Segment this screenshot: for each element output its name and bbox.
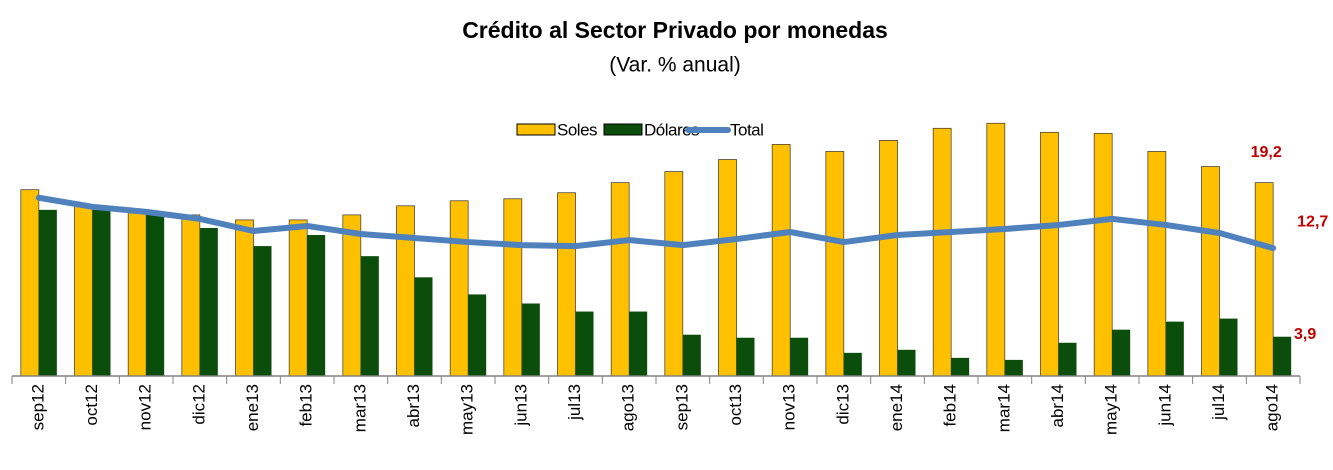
bar — [20, 189, 40, 377]
bar — [1273, 336, 1292, 376]
bar — [468, 294, 487, 376]
x-tick-label: ene14 — [887, 384, 906, 431]
bar — [557, 192, 576, 377]
bar — [610, 182, 630, 377]
bar — [181, 214, 201, 377]
bar — [843, 352, 862, 376]
x-tick-label: nov12 — [136, 384, 155, 430]
bar — [575, 311, 594, 376]
bar — [879, 140, 898, 377]
bar — [1147, 151, 1167, 377]
bar — [629, 311, 648, 376]
bar — [932, 127, 952, 377]
x-tick-label: feb13 — [297, 384, 316, 427]
bar — [146, 214, 165, 376]
x-tick-label: ago13 — [619, 384, 638, 431]
bar — [1093, 132, 1113, 377]
bar — [664, 171, 684, 377]
x-tick-label: may14 — [1102, 384, 1121, 435]
x-tick-label: sep13 — [672, 384, 691, 430]
bar — [897, 349, 916, 376]
chart-subtitle: (Var. % anual) — [609, 54, 741, 77]
bar — [1058, 342, 1077, 376]
bar — [1112, 329, 1131, 376]
x-tick-label: mar14 — [994, 384, 1013, 432]
data-label: 12,7 — [1297, 213, 1328, 230]
x-tick-label: may13 — [458, 384, 477, 435]
bar — [414, 277, 433, 376]
x-tick-label: ene13 — [243, 384, 262, 431]
bar — [253, 246, 272, 376]
data-label: 19,2 — [1251, 144, 1282, 161]
legend-swatch — [603, 123, 643, 136]
bar — [127, 209, 147, 377]
data-label: 3,9 — [1294, 326, 1316, 343]
x-tick-label: jul13 — [565, 384, 584, 421]
x-tick-label: ago14 — [1263, 384, 1282, 431]
bar — [682, 334, 701, 376]
bar — [307, 235, 326, 376]
bar — [38, 209, 57, 376]
chart-title: Crédito al Sector Privado por monedas — [462, 17, 888, 43]
x-tick-label: oct12 — [82, 384, 101, 426]
bar — [951, 357, 970, 376]
x-tick-label: jul14 — [1209, 384, 1228, 421]
legend-label: Dólares — [644, 120, 699, 139]
bar — [521, 303, 540, 376]
x-tick-label: jun13 — [511, 384, 530, 427]
bar — [1201, 166, 1220, 377]
bar — [74, 204, 93, 377]
x-tick-label: feb14 — [941, 384, 960, 427]
legend-label: Soles — [557, 120, 597, 139]
x-tick-label: sep12 — [28, 384, 47, 430]
bar — [790, 337, 809, 376]
bar — [1004, 359, 1023, 376]
bar — [825, 151, 845, 377]
x-tick-label: abr13 — [404, 384, 423, 427]
x-tick-label: oct13 — [726, 384, 745, 426]
bar — [235, 219, 254, 377]
bar — [199, 227, 218, 376]
bar — [92, 209, 111, 376]
bar — [288, 219, 308, 377]
bar — [342, 214, 362, 377]
bar — [1040, 131, 1059, 377]
x-tick-label: dic12 — [189, 384, 208, 425]
x-tick-label: mar13 — [350, 384, 369, 432]
bar — [1219, 318, 1238, 376]
bar — [771, 144, 791, 377]
bar — [449, 200, 469, 377]
x-tick-label: dic13 — [833, 384, 852, 425]
x-tick-label: abr14 — [1048, 384, 1067, 427]
bar — [360, 256, 379, 376]
legend-swatch — [516, 123, 556, 136]
bar — [503, 198, 523, 377]
bar — [1254, 182, 1274, 377]
bar — [986, 122, 1006, 377]
legend-label: Total — [730, 120, 763, 139]
bar — [396, 205, 415, 377]
bar — [736, 337, 755, 376]
bar — [718, 159, 737, 377]
bar — [1165, 321, 1184, 376]
x-tick-label: jun14 — [1155, 384, 1174, 427]
line — [35, 194, 1277, 252]
x-tick-label: nov13 — [780, 384, 799, 430]
